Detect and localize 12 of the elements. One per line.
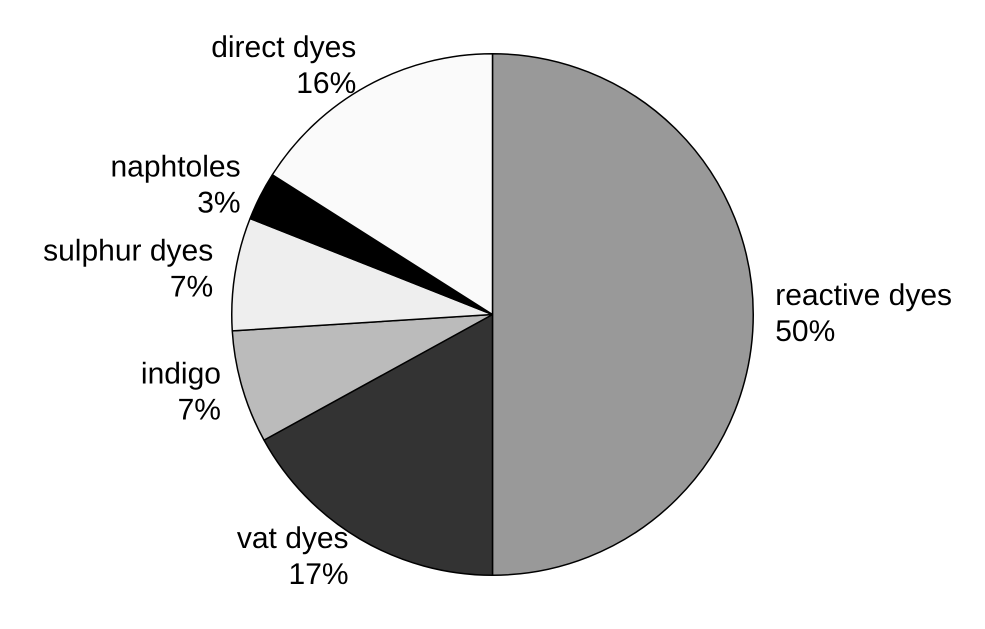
data-label: 7%: [170, 270, 214, 304]
slice-label: vat dyes: [236, 522, 349, 556]
data-label: 17%: [288, 558, 349, 592]
slice-label: naphtoles: [110, 150, 241, 184]
slice-label: reactive dyes: [775, 278, 952, 312]
data-label: 50%: [775, 314, 836, 348]
data-label: 3%: [197, 186, 241, 220]
slice-label: indigo: [140, 358, 221, 391]
data-label: 16%: [296, 66, 356, 100]
slice-label: direct dyes: [211, 30, 356, 64]
slice-label: sulphur dyes: [43, 234, 214, 268]
data-label: 7%: [178, 394, 221, 427]
